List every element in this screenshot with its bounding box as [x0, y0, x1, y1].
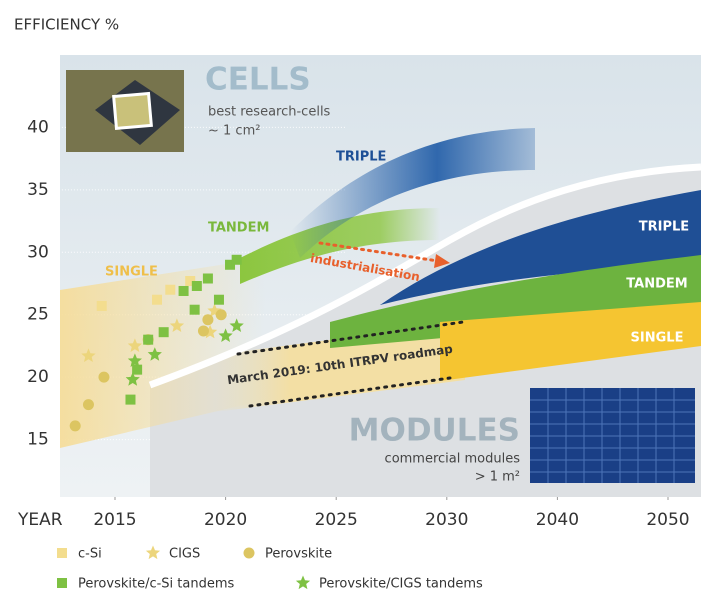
x-tick-label: 2020	[204, 510, 247, 530]
data-point	[190, 305, 200, 315]
data-point	[203, 273, 213, 283]
cells-subtitle: best research-cells	[208, 105, 331, 120]
data-point	[216, 309, 227, 320]
data-point	[159, 327, 169, 337]
modules-subtitle: commercial modules	[385, 452, 521, 467]
data-point	[98, 372, 109, 383]
x-tick-label: 2050	[646, 510, 689, 530]
legend-label: Perovskite/CIGS tandems	[319, 577, 483, 592]
data-point	[97, 301, 107, 311]
data-point	[132, 365, 142, 375]
data-point	[83, 399, 94, 410]
cell-photo	[66, 70, 184, 152]
y-tick-label: 30	[27, 242, 49, 262]
y-tick-label: 35	[27, 180, 49, 200]
modules-triple-label: TRIPLE	[639, 220, 689, 235]
data-point	[202, 314, 213, 325]
data-point	[125, 395, 135, 405]
legend-label: Perovskite/c-Si tandems	[78, 577, 235, 592]
data-point	[192, 281, 202, 291]
x-axis-title: YEAR	[17, 510, 63, 530]
legend-marker	[244, 548, 255, 559]
legend-label: CIGS	[169, 547, 200, 562]
data-point	[152, 295, 162, 305]
y-tick-label: 25	[27, 305, 49, 325]
module-photo	[530, 388, 695, 483]
data-point	[143, 335, 153, 345]
modules-title: MODULES	[349, 413, 520, 449]
cells-triple-label: TRIPLE	[336, 150, 386, 165]
cells-title: CELLS	[205, 62, 311, 98]
legend-marker	[57, 578, 67, 588]
legend-marker	[296, 576, 310, 590]
legend-marker	[146, 546, 160, 560]
data-point	[214, 295, 224, 305]
data-point	[198, 325, 209, 336]
x-tick-label: 2040	[536, 510, 579, 530]
data-point	[165, 285, 175, 295]
data-point	[232, 255, 242, 265]
modules-size: > 1 m²	[475, 470, 520, 485]
cells-single-label: SINGLE	[105, 265, 158, 280]
cells-tandem-label: TANDEM	[208, 221, 269, 236]
y-tick-label: 15	[27, 430, 49, 450]
data-point	[179, 286, 189, 296]
legend-label: Perovskite	[265, 547, 332, 562]
legend-label: c-Si	[78, 547, 102, 562]
x-tick-label: 2015	[93, 510, 136, 530]
page: EFFICIENCY % YEAR CELLS best research-ce…	[0, 0, 714, 592]
modules-single-label: SINGLE	[631, 331, 684, 346]
cells-size: ~ 1 cm²	[208, 124, 260, 139]
data-point	[70, 420, 81, 431]
y-tick-label: 40	[27, 117, 49, 137]
chart: EFFICIENCY % YEAR CELLS best research-ce…	[0, 0, 714, 592]
x-tick-label: 2025	[315, 510, 358, 530]
y-tick-label: 20	[27, 367, 49, 387]
x-tick-label: 2030	[425, 510, 468, 530]
legend-marker	[57, 548, 67, 558]
modules-tandem-label: TANDEM	[626, 277, 687, 292]
y-axis-title: EFFICIENCY %	[14, 16, 119, 34]
